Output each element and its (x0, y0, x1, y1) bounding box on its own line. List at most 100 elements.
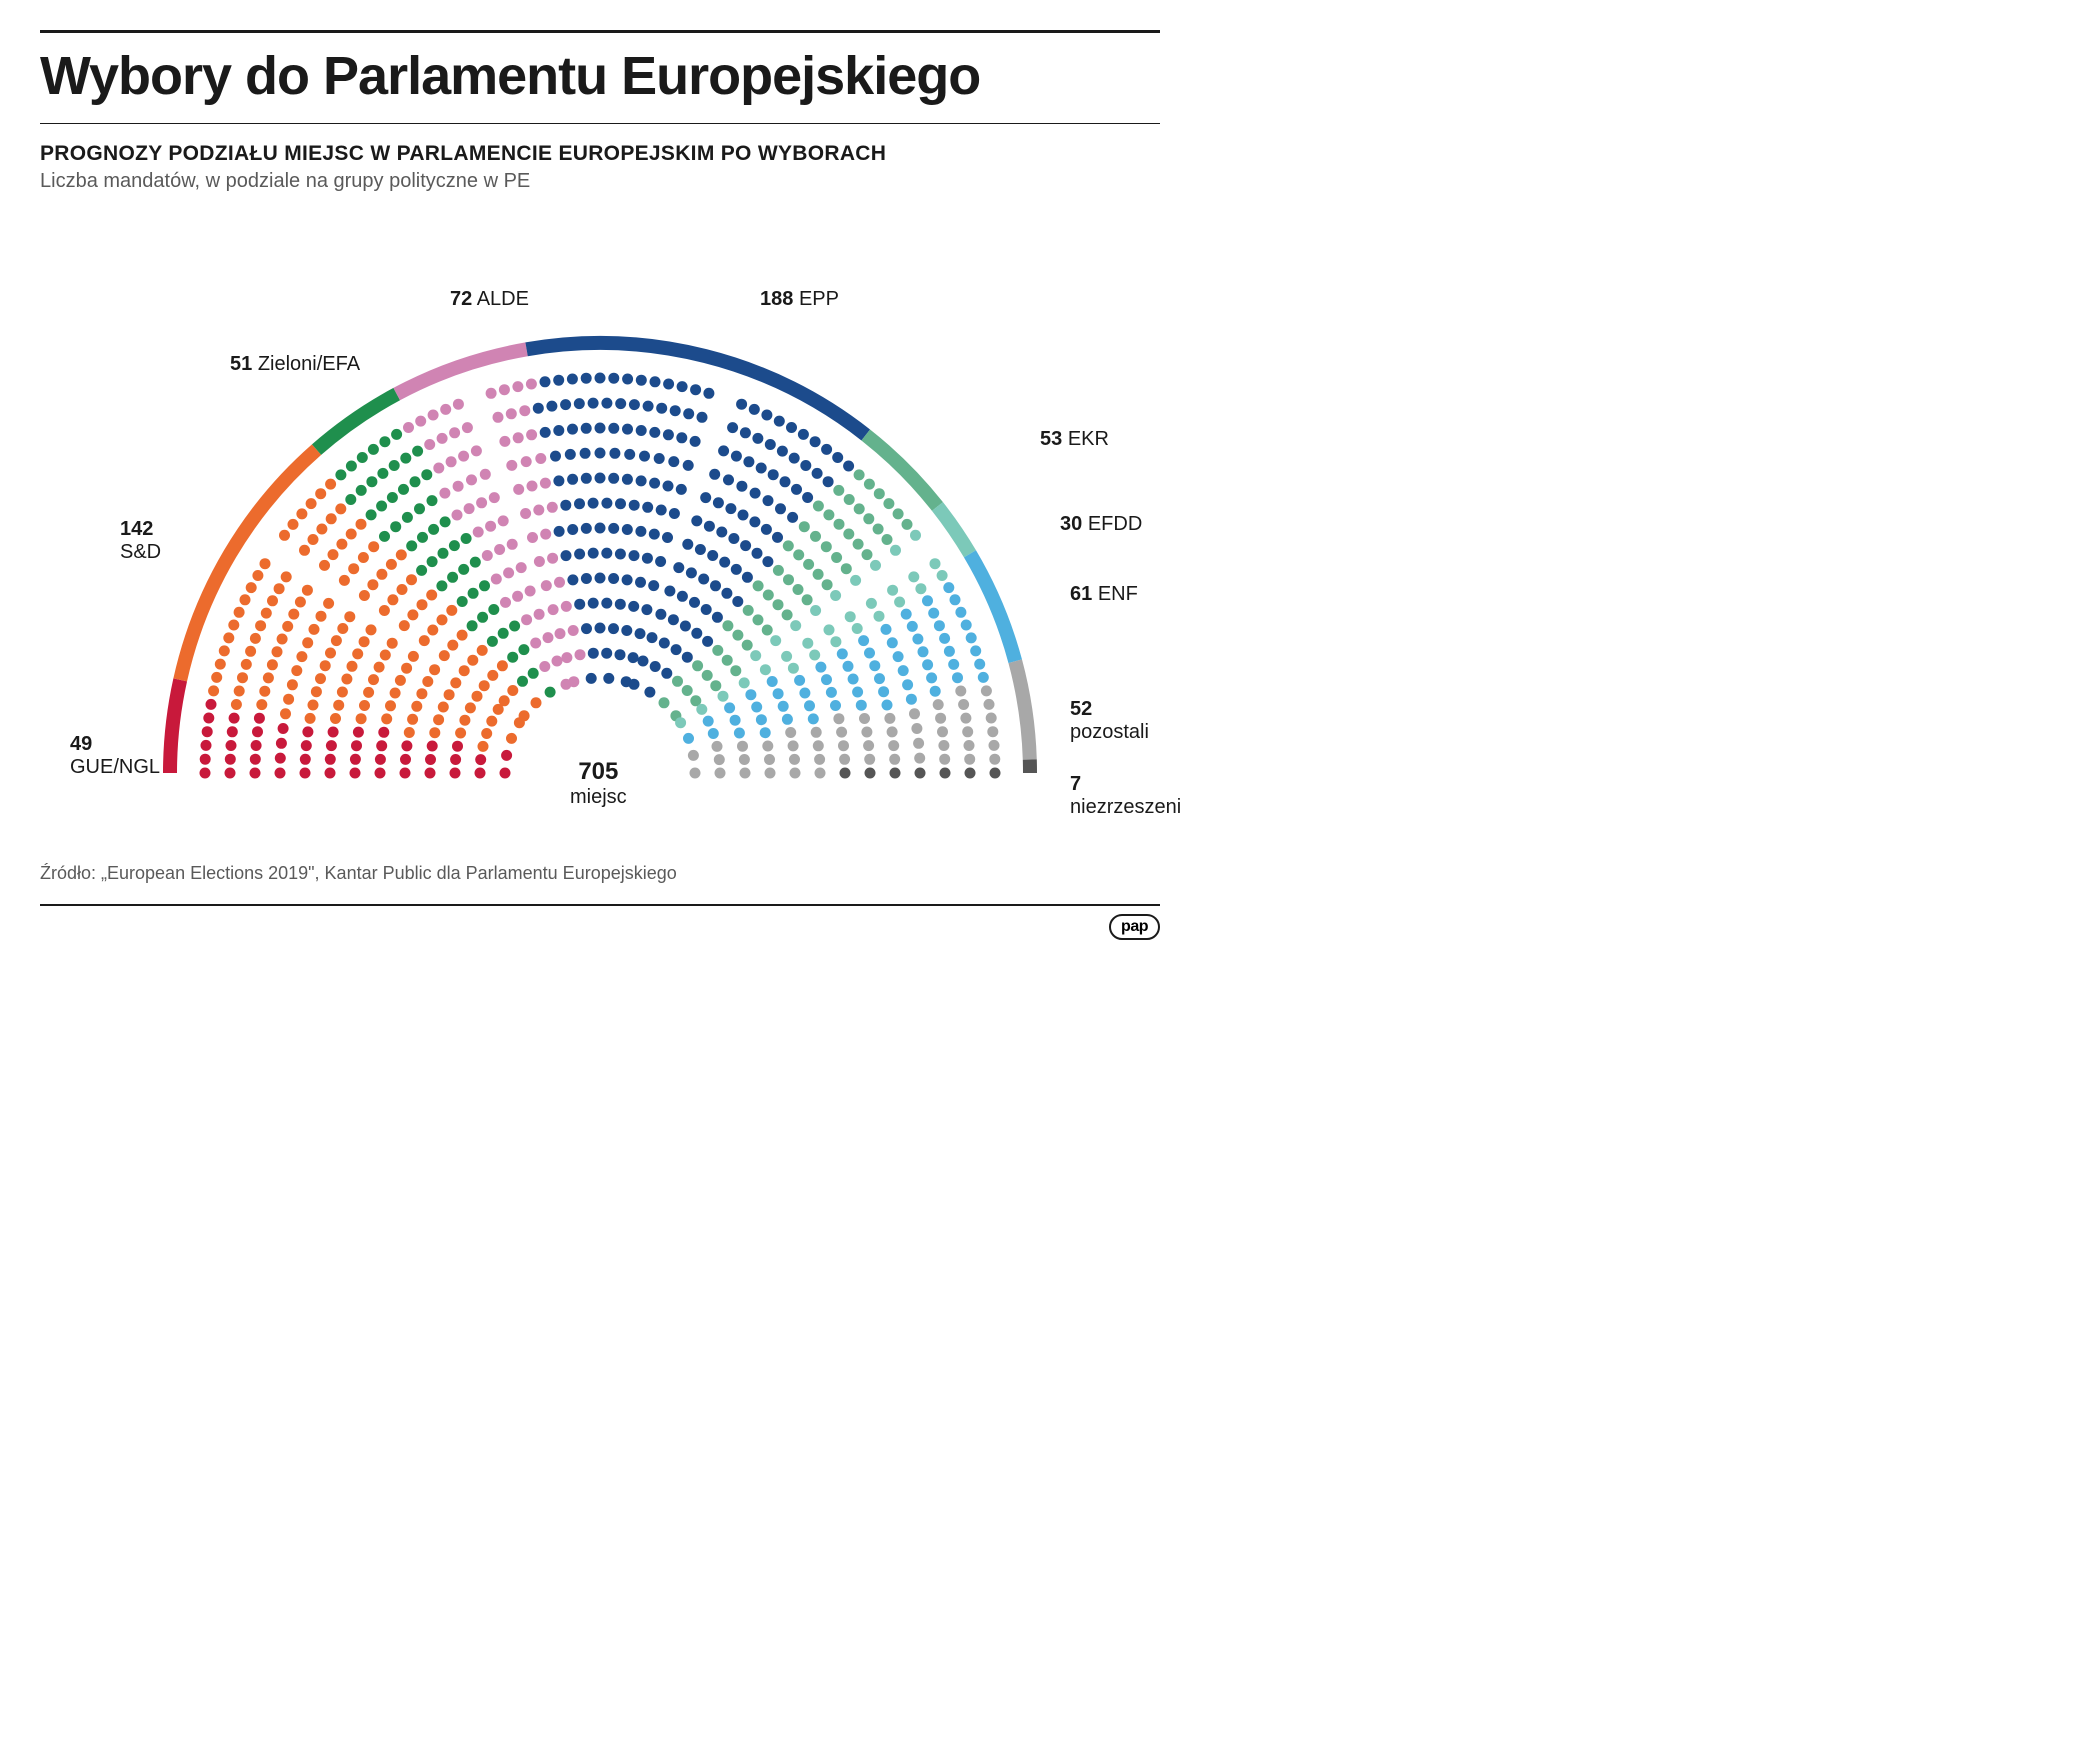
seat-dot (319, 560, 330, 571)
seat-dot (300, 754, 311, 765)
seat-dot (955, 607, 966, 618)
seat-dot (703, 716, 714, 727)
group-label-epp: 188 EPP (760, 288, 839, 311)
seat-dot (316, 611, 327, 622)
seat-dot (439, 488, 450, 499)
seat-dot (376, 740, 387, 751)
seat-dot (965, 768, 976, 779)
seat-dot (853, 539, 864, 550)
seat-dot (475, 754, 486, 765)
seat-dot (339, 575, 350, 586)
seat-dot (815, 662, 826, 673)
seat-dot (408, 651, 419, 662)
seat-dot (788, 663, 799, 674)
seat-dot (833, 713, 844, 724)
seat-dot (661, 668, 672, 679)
page-title: Wybory do Parlamentu Europejskiego (40, 45, 1160, 107)
seat-dot (389, 460, 400, 471)
seat-dot (654, 453, 665, 464)
seat-dot (683, 460, 694, 471)
seat-dot (507, 685, 518, 696)
seat-dot (466, 474, 477, 485)
seat-dot (739, 677, 750, 688)
seat-dot (330, 713, 341, 724)
seat-dot (725, 503, 736, 514)
seat-dot (788, 740, 799, 751)
seat-dot (840, 768, 851, 779)
seat-dot (595, 573, 606, 584)
seat-dot (770, 635, 781, 646)
seat-dot (831, 552, 842, 563)
seat-dot (830, 590, 841, 601)
seat-dot (406, 574, 417, 585)
seat-dot (864, 479, 875, 490)
group-label-enf: 61 ENF (1070, 583, 1138, 606)
seat-dot (764, 754, 775, 765)
seat-dot (575, 649, 586, 660)
seat-dot (629, 399, 640, 410)
seat-dot (325, 754, 336, 765)
seat-dot (455, 728, 466, 739)
seat-dot (745, 689, 756, 700)
seat-dot (308, 700, 319, 711)
seat-dot (323, 598, 334, 609)
seat-dot (786, 422, 797, 433)
seat-dot (567, 474, 578, 485)
seat-dot (359, 590, 370, 601)
seat-dot (791, 484, 802, 495)
seat-dot (799, 688, 810, 699)
seat-dot (581, 473, 592, 484)
seat-dot (901, 609, 912, 620)
seat-dot (567, 424, 578, 435)
seat-dot (526, 379, 537, 390)
seat-dot (440, 516, 451, 527)
seat-dot (296, 651, 307, 662)
seat-dot (366, 476, 377, 487)
seat-dot (534, 609, 545, 620)
seat-dot (823, 476, 834, 487)
seat-dot (506, 408, 517, 419)
seat-dot (756, 463, 767, 474)
seat-dot (487, 670, 498, 681)
seat-dot (890, 545, 901, 556)
seat-dot (615, 649, 626, 660)
seat-dot (793, 549, 804, 560)
seat-dot (540, 427, 551, 438)
seat-dot (765, 439, 776, 450)
seat-dot (696, 704, 707, 715)
seat-dot (836, 727, 847, 738)
seat-dot (512, 381, 523, 392)
seat-dot (353, 727, 364, 738)
seat-dot (922, 659, 933, 670)
seat-dot (246, 582, 257, 593)
seat-dot (882, 534, 893, 545)
seat-dot (565, 449, 576, 460)
seat-dot (283, 694, 294, 705)
seat-dot (691, 515, 702, 526)
seat-dot (309, 624, 320, 635)
seat-dot (834, 519, 845, 530)
seat-dot (385, 700, 396, 711)
seat-dot (380, 650, 391, 661)
seat-dot (422, 676, 433, 687)
seat-dot (287, 679, 298, 690)
seat-dot (306, 498, 317, 509)
arc-other (1015, 661, 1030, 759)
seat-dot (574, 398, 585, 409)
seat-dot (277, 634, 288, 645)
seat-dot (359, 700, 370, 711)
seat-dot (624, 449, 635, 460)
seat-dot (366, 509, 377, 520)
seat-dot (368, 444, 379, 455)
seat-dot (341, 674, 352, 685)
seat-dot (821, 674, 832, 685)
seat-dot (765, 768, 776, 779)
seat-dot (567, 574, 578, 585)
seat-dot (893, 651, 904, 662)
seat-dot (357, 452, 368, 463)
seat-dot (778, 701, 789, 712)
seat-dot (513, 484, 524, 495)
seat-dot (833, 485, 844, 496)
group-label-ecr: 53 EKR (1040, 428, 1109, 451)
seat-dot (763, 590, 774, 601)
